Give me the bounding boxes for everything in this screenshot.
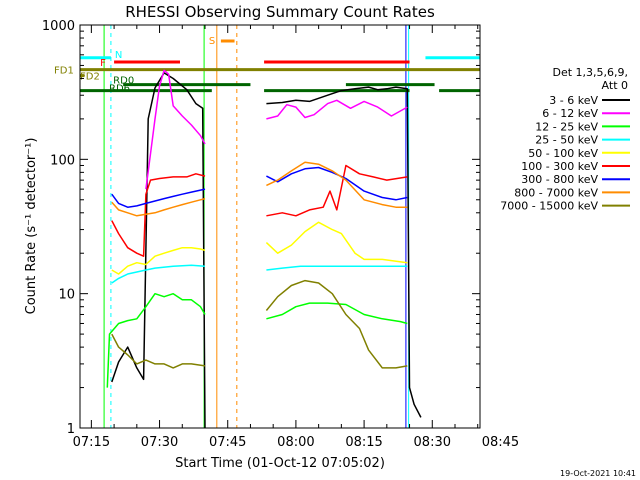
- legend-label: 6 - 12 keV: [542, 107, 598, 120]
- state-label-rd0: RD0: [113, 76, 134, 87]
- legend-label: 300 - 800 keV: [521, 173, 598, 186]
- timestamp-footer: 19-Oct-2021 10:41: [560, 469, 636, 478]
- series-line-0-segment-0: [111, 72, 206, 429]
- legend-label: 3 - 6 keV: [549, 94, 598, 107]
- series-line-6-segment-0: [111, 188, 206, 208]
- x-tick-label: 07:30: [141, 435, 178, 450]
- x-tick-label: 08:45: [482, 435, 519, 450]
- x-tick-label: 07:15: [73, 435, 110, 450]
- state-label-s: S: [209, 36, 215, 47]
- x-tick-label: 08:00: [277, 435, 314, 450]
- y-tick-label: 100: [50, 153, 75, 168]
- y-axis-label: Count Rate (s⁻¹ detector⁻¹): [24, 138, 39, 315]
- series-line-8-segment-1: [265, 279, 408, 369]
- series-line-5-segment-1: [266, 164, 408, 217]
- y-tick-label: 10: [58, 288, 75, 303]
- series-layer: [106, 69, 422, 429]
- legend-label: 800 - 7000 keV: [514, 186, 598, 199]
- y-tick-label: 1000: [42, 19, 75, 34]
- legend-header-line: Att 0: [602, 79, 628, 92]
- series-line-7-segment-0: [111, 197, 206, 217]
- series-line-1-segment-1: [266, 99, 408, 120]
- series-line-2-segment-1: [266, 302, 408, 325]
- state-label-n: N: [115, 50, 122, 61]
- state-label-rd6: RD6: [109, 84, 130, 95]
- chart-title: RHESSI Observing Summary Count Rates: [125, 3, 435, 21]
- series-line-3-segment-0: [111, 264, 206, 284]
- plot-frame: [79, 24, 481, 429]
- x-tick-label: 08:15: [345, 435, 382, 450]
- legend-label: 50 - 100 keV: [528, 147, 598, 160]
- legend-label: 12 - 25 keV: [535, 120, 598, 133]
- state-label-fd1: FD1: [54, 66, 74, 77]
- series-line-7-segment-1: [266, 161, 408, 208]
- state-label-fd2: FD2: [80, 72, 100, 83]
- series-line-6-segment-1: [266, 166, 408, 201]
- series-line-0-segment-1: [266, 86, 422, 418]
- legend-header-line: Det 1,3,5,6,9,: [552, 66, 628, 79]
- legend-label: 25 - 50 keV: [535, 134, 598, 147]
- state-label-f: F: [100, 58, 106, 69]
- x-tick-label: 07:45: [209, 435, 246, 450]
- series-line-5-segment-0: [111, 173, 206, 257]
- x-tick-label: 08:30: [414, 435, 451, 450]
- series-line-3-segment-1: [266, 265, 408, 271]
- legend-label: 100 - 300 keV: [521, 160, 598, 173]
- axis-layer: 1 10 100 1000 07:15 07:30 07:45 08:00 08:15 08:30…: [42, 19, 519, 450]
- x-axis-label: Start Time (01-Oct-12 07:05:02): [175, 456, 385, 471]
- legend-label: 7000 - 15000 keV: [500, 200, 598, 213]
- series-line-2-segment-0: [106, 292, 206, 388]
- y-tick-label: 1: [67, 422, 75, 437]
- series-line-4-segment-0: [111, 246, 206, 275]
- series-line-4-segment-1: [265, 221, 408, 264]
- series-line-1-segment-0: [145, 69, 206, 190]
- series-line-8-segment-0: [111, 333, 206, 369]
